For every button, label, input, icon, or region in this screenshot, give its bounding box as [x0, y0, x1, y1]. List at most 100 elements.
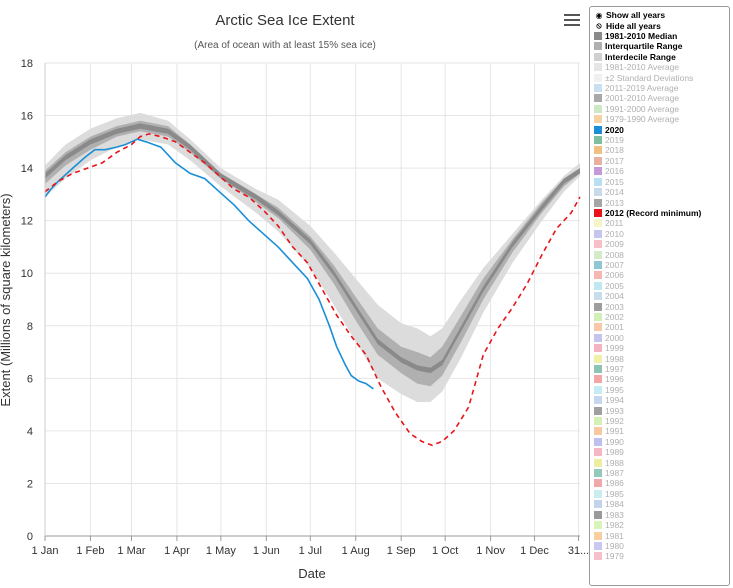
legend-item[interactable]: 1979-1990 Average: [594, 114, 729, 124]
legend-item[interactable]: 2019: [594, 135, 729, 145]
legend-swatch: [594, 167, 602, 176]
legend-swatch: [594, 489, 602, 498]
legend-item[interactable]: 2013: [594, 197, 729, 208]
legend-item[interactable]: 1981-2010 Average: [594, 62, 729, 72]
legend-item[interactable]: 1989: [594, 447, 729, 457]
legend-label: 1984: [605, 499, 624, 510]
legend-swatch: [594, 437, 602, 446]
legend-swatch: [594, 323, 602, 332]
legend-label: 2000: [605, 332, 624, 343]
hamburger-menu-icon[interactable]: [564, 14, 580, 28]
legend-item[interactable]: 1979: [594, 551, 729, 561]
legend-item[interactable]: 1999: [594, 343, 729, 353]
legend-label: 2014: [605, 187, 624, 198]
x-tick-label: 1 Jun: [253, 545, 280, 557]
legend-swatch: [594, 104, 602, 113]
legend-swatch: [594, 531, 602, 540]
legend-item[interactable]: ±2 Standard Deviations: [594, 72, 729, 83]
menu-bar: [564, 14, 580, 16]
legend-label: 2002: [605, 311, 624, 322]
legend-item[interactable]: 2011: [594, 218, 729, 228]
legend-item[interactable]: 2011-2019 Average: [594, 83, 729, 93]
legend-swatch: [594, 125, 602, 134]
legend-item[interactable]: 2003: [594, 301, 729, 312]
legend-item[interactable]: 1990: [594, 437, 729, 447]
legend-item[interactable]: 1982: [594, 520, 729, 530]
range-bands: [45, 112, 580, 403]
legend-item[interactable]: 1997: [594, 364, 729, 374]
y-tick-label: 4: [27, 426, 33, 438]
legend-item[interactable]: 2007: [594, 260, 729, 270]
legend-swatch: [594, 552, 602, 561]
legend-item[interactable]: 1981: [594, 530, 729, 541]
legend-item[interactable]: 1986: [594, 478, 729, 488]
legend-item[interactable]: 2010: [594, 229, 729, 239]
legend-label: 1995: [605, 384, 624, 395]
legend-item[interactable]: 1994: [594, 395, 729, 405]
legend-label: 2012 (Record minimum): [605, 207, 702, 218]
legend-label: 1981-2010 Average: [605, 62, 680, 73]
legend-item[interactable]: ◉ Show all years: [594, 10, 729, 20]
legend-item[interactable]: 2014: [594, 187, 729, 197]
legend-item[interactable]: Interdecile Range: [594, 52, 729, 62]
legend-label: 1988: [605, 457, 624, 468]
legend-swatch: [594, 500, 602, 509]
legend-item[interactable]: 2006: [594, 270, 729, 280]
legend-item[interactable]: 2000: [594, 333, 729, 343]
y-tick-label: 6: [27, 373, 33, 385]
x-tick-label: 1 Oct: [432, 545, 458, 557]
legend-item[interactable]: 2012 (Record minimum): [594, 208, 729, 218]
x-tick-label: 1 Nov: [476, 545, 505, 557]
legend-swatch: [594, 198, 602, 207]
legend-item[interactable]: ⦸ Hide all years: [594, 20, 729, 31]
legend-swatch: [594, 417, 602, 426]
legend-swatch: [594, 458, 602, 467]
legend-item[interactable]: 2001-2010 Average: [594, 93, 729, 103]
series-line-2020: [44, 138, 374, 390]
legend-item[interactable]: 1992: [594, 416, 729, 426]
menu-bar: [564, 24, 580, 26]
legend-item[interactable]: 1988: [594, 457, 729, 468]
legend-item[interactable]: 1996: [594, 374, 729, 384]
legend-label: 2001-2010 Average: [605, 93, 680, 104]
legend-item[interactable]: 1991: [594, 426, 729, 436]
legend-label: 1981-2010 Median: [605, 31, 678, 42]
legend-item[interactable]: 2008: [594, 249, 729, 260]
legend-swatch: [594, 479, 602, 488]
legend-label: 1983: [605, 509, 624, 520]
legend-item[interactable]: 2016: [594, 166, 729, 176]
legend-item[interactable]: 1998: [594, 353, 729, 364]
legend-item[interactable]: 2001: [594, 322, 729, 332]
legend-label: 1999: [605, 343, 624, 354]
legend-item[interactable]: 2004: [594, 291, 729, 301]
legend-label: 2020: [605, 124, 624, 135]
legend-label: ±2 Standard Deviations: [605, 72, 694, 83]
legend-item[interactable]: 1983: [594, 510, 729, 520]
legend-label: 1986: [605, 478, 624, 489]
legend-item[interactable]: 2020: [594, 124, 729, 135]
legend-swatch: [594, 136, 602, 145]
legend-swatch: [594, 354, 602, 363]
legend-item[interactable]: 2009: [594, 239, 729, 249]
legend-item[interactable]: 1980: [594, 541, 729, 551]
legend-item[interactable]: 2015: [594, 177, 729, 187]
legend-item[interactable]: 2017: [594, 156, 729, 166]
legend-item[interactable]: 1991-2000 Average: [594, 104, 729, 114]
legend-item[interactable]: Interquartile Range: [594, 41, 729, 51]
legend-item[interactable]: 1984: [594, 499, 729, 509]
legend-label: 2008: [605, 249, 624, 260]
legend-swatch: [594, 281, 602, 290]
legend-item[interactable]: 1995: [594, 385, 729, 395]
legend-swatch: [594, 115, 602, 124]
x-tick-label: 1 Sep: [387, 545, 416, 557]
legend-label: 1992: [605, 416, 624, 427]
legend-item[interactable]: 2002: [594, 312, 729, 322]
legend-item[interactable]: 1981-2010 Median: [594, 31, 729, 41]
legend-item[interactable]: 1985: [594, 489, 729, 499]
legend-item[interactable]: 1987: [594, 468, 729, 478]
legend-item[interactable]: 2005: [594, 281, 729, 291]
legend-swatch: [594, 229, 602, 238]
legend-item[interactable]: 2018: [594, 145, 729, 155]
legend-item[interactable]: 1993: [594, 405, 729, 416]
legend-swatch: [594, 177, 602, 186]
